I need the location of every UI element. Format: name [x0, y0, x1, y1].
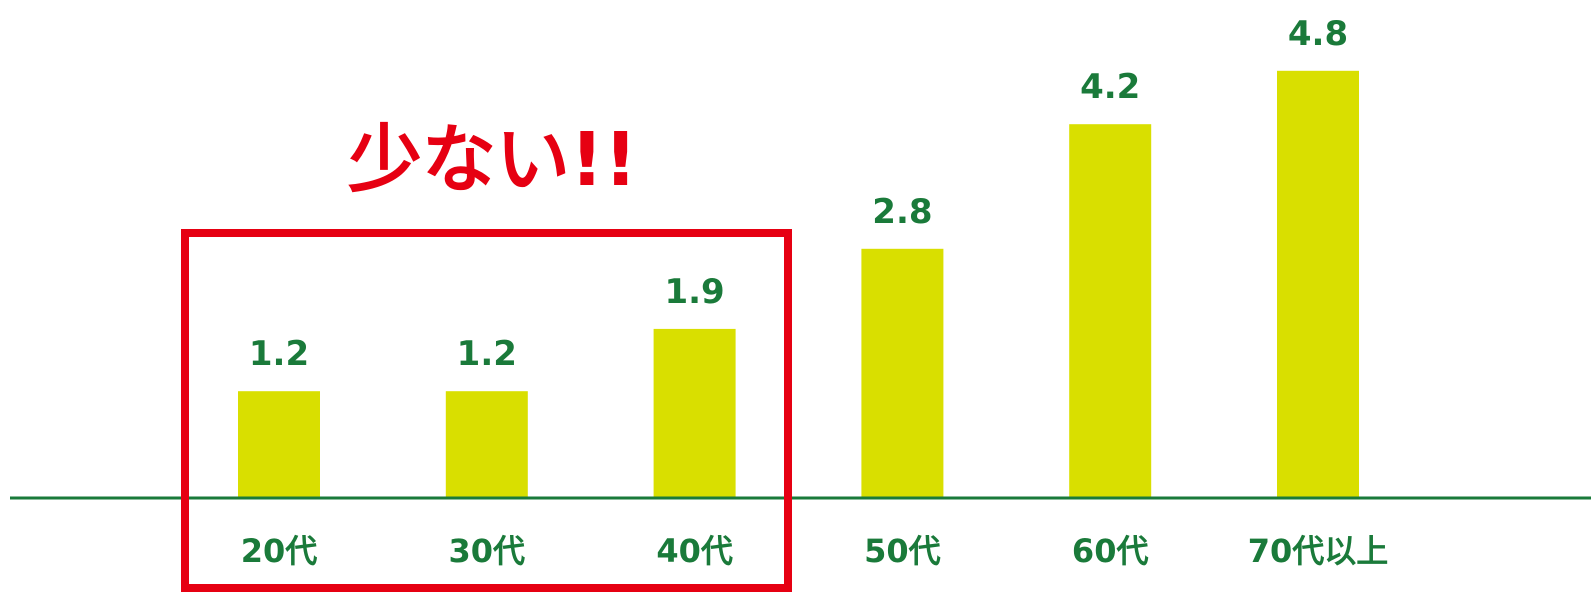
value-label-3: 2.8 [872, 192, 932, 232]
category-labels-layer: 20代 30代 40代 50代 60代 70代以上 [241, 532, 1389, 570]
category-label-3: 50代 [864, 532, 941, 570]
bars-layer [238, 70, 1359, 499]
category-label-2: 40代 [656, 532, 733, 570]
bar-3 [861, 248, 944, 498]
category-label-1: 30代 [449, 532, 526, 570]
bar-5 [1277, 70, 1359, 499]
bar-4 [1069, 124, 1152, 498]
value-label-5: 4.8 [1288, 14, 1348, 54]
annotation-text: 少ない!! [348, 117, 638, 203]
value-label-2: 1.9 [664, 272, 724, 312]
value-label-0: 1.2 [249, 334, 309, 374]
category-label-4: 60代 [1072, 532, 1149, 570]
bar-2 [653, 328, 736, 498]
highlight-box [181, 229, 792, 592]
category-label-5: 70代以上 [1248, 532, 1389, 570]
value-label-1: 1.2 [457, 334, 517, 374]
value-label-4: 4.2 [1080, 67, 1140, 107]
bar-1 [445, 391, 528, 498]
category-label-0: 20代 [241, 532, 318, 570]
bar-0 [238, 391, 320, 498]
value-labels-layer: 1.2 1.2 1.9 2.8 4.2 4.8 [249, 14, 1348, 374]
